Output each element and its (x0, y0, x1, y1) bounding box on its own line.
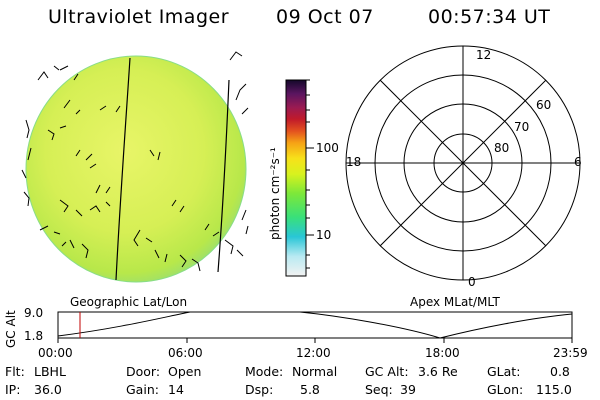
gc-alt-value: 3.6 Re (418, 364, 458, 379)
seq-value: 39 (400, 382, 416, 397)
dsp-value: 5.8 (300, 382, 320, 397)
altitude-ytick-9: 9.0 (24, 306, 44, 320)
gc-alt-label: GC Alt: (365, 364, 409, 379)
altitude-ylabel: GC Alt (4, 310, 18, 348)
glat-label: GLat: (487, 364, 521, 379)
altitude-xtick-1800: 18:00 (425, 346, 460, 360)
polar-coordinate-label: Apex MLat/MLT (410, 295, 500, 309)
polar-mlt-18: 18 (346, 155, 362, 169)
glon-label: GLon: (487, 382, 524, 397)
polar-mlt-12: 12 (476, 48, 492, 62)
polar-grid (345, 45, 581, 281)
globe-image (21, 51, 249, 283)
seq-label: Seq: (365, 382, 393, 397)
instrument-title: Ultraviolet Imager (48, 6, 230, 28)
altitude-xtick-2359: 23:59 (553, 346, 588, 360)
altitude-xtick-0000: 00:00 (38, 346, 73, 360)
polar-mlt-6: 6 (574, 155, 582, 169)
time-label: 00:57:34 UT (428, 6, 551, 28)
polar-lat-60: 60 (536, 98, 552, 112)
glon-value: 115.0 (536, 382, 572, 397)
ip-value: 36.0 (34, 382, 62, 397)
mode-label: Mode: (245, 364, 284, 379)
colorbar-unit-label: photon cm⁻²s⁻¹ (268, 147, 282, 240)
mode-value: Normal (292, 364, 338, 379)
altitude-plot (57, 311, 573, 343)
filter-value: LBHL (34, 364, 66, 379)
dsp-label: Dsp: (245, 382, 274, 397)
globe-projection-label: Geographic Lat/Lon (70, 295, 188, 309)
colorbar-tick-10: 10 (316, 228, 332, 242)
gain-value: 14 (168, 382, 184, 397)
altitude-xtick-0600: 06:00 (168, 346, 203, 360)
date-label: 09 Oct 07 (276, 6, 374, 28)
coastline-overlay (21, 51, 249, 272)
door-label: Door: (126, 364, 161, 379)
door-value: Open (168, 364, 202, 379)
colorbar (285, 79, 314, 277)
filter-label: Flt: (5, 364, 25, 379)
gain-label: Gain: (126, 382, 159, 397)
polar-mlt-0: 0 (468, 275, 476, 289)
colorbar-tick-100: 100 (316, 141, 339, 155)
polar-lat-80: 80 (494, 141, 510, 155)
altitude-xtick-1200: 12:00 (296, 346, 331, 360)
glat-value: 0.8 (550, 364, 570, 379)
altitude-ytick-1-8: 1.8 (24, 329, 44, 343)
polar-lat-70: 70 (514, 120, 530, 134)
ip-label: IP: (5, 382, 21, 397)
